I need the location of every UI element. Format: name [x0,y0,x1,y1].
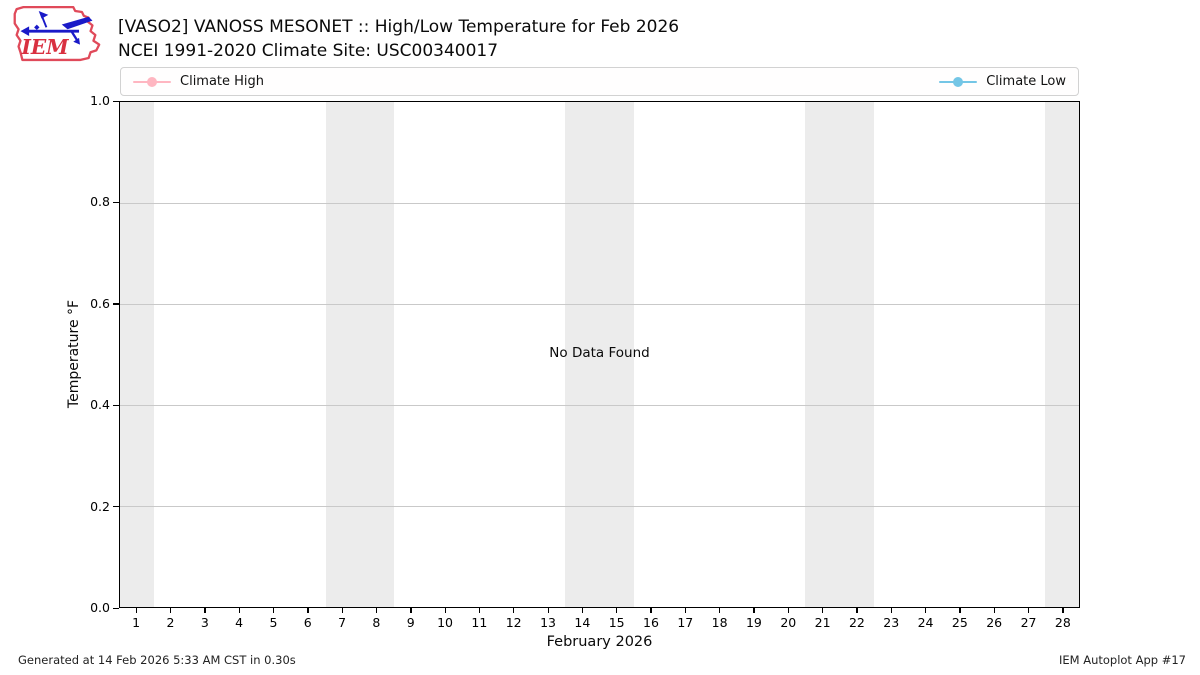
x-tick-mark [169,608,172,613]
autoplot-app-credit: IEM Autoplot App #17 [1058,653,1186,667]
x-tick-label: 18 [711,615,728,630]
x-tick-label: 8 [372,615,381,630]
weekend-band [325,102,394,607]
x-tick-mark [375,608,378,613]
x-tick-mark [238,608,240,613]
x-tick-mark [1062,608,1064,613]
x-tick-label: 28 [1054,615,1071,630]
x-tick-mark [581,608,584,613]
x-tick-label: 12 [505,615,522,630]
x-tick-mark [787,608,790,613]
weekend-band [805,102,874,607]
y-tick-mark [113,607,119,609]
x-tick-mark [719,608,721,613]
x-tick-label: 27 [1020,615,1037,630]
x-tick-label: 10 [437,615,453,630]
x-tick-label: 24 [917,615,934,630]
y-tick-mark [113,404,119,406]
iowa-outline-icon: IEM [13,6,101,62]
plot-area: No Data Found [119,101,1080,608]
legend-label-climate-high: Climate High [180,74,265,89]
x-tick-mark [204,608,206,613]
x-axis-label: February 2026 [546,634,653,650]
y-gridline [120,506,1079,507]
chart-title-block: [VASO2] VANOSS MESONET :: High/Low Tempe… [118,15,679,63]
x-tick-label: 21 [814,615,831,630]
y-tick-label: 0.0 [90,600,110,615]
x-tick-label: 4 [235,615,244,630]
y-gridline [120,203,1079,204]
x-tick-mark [410,608,412,613]
x-tick-label: 19 [745,615,762,630]
x-tick-label: 5 [269,615,278,630]
y-tick-label: 0.2 [90,498,110,514]
x-tick-mark [993,608,995,613]
x-tick-label: 9 [406,615,415,630]
y-axis-label: Temperature °F [66,299,82,409]
weekend-band [565,102,634,607]
legend-label-climate-low: Climate Low [986,74,1066,89]
x-tick-label: 6 [303,615,312,630]
legend: Climate High Climate Low [120,67,1079,96]
weekend-band [1044,102,1079,607]
y-tick-mark [113,303,119,305]
y-tick-label: 1.0 [90,93,110,108]
x-tick-label: 22 [848,615,865,630]
x-tick-mark [135,608,137,613]
x-tick-label: 16 [643,615,659,630]
x-tick-mark [753,608,755,613]
y-gridline [120,405,1079,406]
x-tick-label: 11 [471,615,488,630]
chart-subtitle: NCEI 1991-2020 Climate Site: USC00340017 [118,41,499,61]
iem-logo-text: IEM [20,35,69,59]
climate-low-line-marker-icon [939,75,978,89]
x-tick-mark [1028,608,1030,613]
x-tick-mark [650,608,652,613]
generated-timestamp: Generated at 14 Feb 2026 5:33 AM CST in … [18,653,296,667]
x-tick-label: 26 [986,615,1003,630]
x-tick-label: 3 [200,615,209,630]
x-tick-mark [547,608,549,613]
weather-vane-icon [20,11,93,45]
y-tick-label: 0.6 [90,295,110,311]
x-tick-mark [822,608,824,613]
no-data-message: No Data Found [549,344,650,361]
x-tick-mark [856,608,858,613]
iem-logo: IEM [8,3,104,67]
chart-title: [VASO2] VANOSS MESONET :: High/Low Tempe… [118,17,680,37]
legend-item-climate-high: Climate High [133,74,264,89]
x-tick-mark [307,608,309,613]
x-tick-label: 13 [540,615,556,630]
y-tick-mark [113,506,119,508]
x-tick-mark [272,608,275,613]
x-tick-mark [616,608,618,613]
legend-item-climate-low: Climate Low [939,74,1066,89]
weekend-band [120,102,155,607]
y-tick-mark [113,201,119,204]
x-tick-label: 20 [780,615,797,630]
x-tick-label: 14 [574,615,591,630]
x-tick-label: 17 [677,615,694,630]
x-tick-mark [925,608,927,613]
x-tick-mark [341,608,343,613]
x-tick-mark [684,608,687,613]
x-tick-mark [513,608,515,613]
y-tick-label: 0.8 [90,194,110,210]
x-tick-mark [444,608,446,613]
y-tick-mark [113,100,119,102]
y-gridline [120,304,1079,305]
x-tick-label: 7 [338,615,347,630]
x-tick-mark [478,608,481,613]
x-tick-label: 15 [608,615,625,630]
x-tick-mark [959,608,961,613]
x-tick-label: 23 [883,615,900,630]
x-tick-label: 2 [166,615,175,630]
x-tick-label: 1 [132,615,141,630]
climate-high-line-marker-icon [133,75,171,89]
x-tick-label: 25 [951,615,968,630]
x-tick-mark [890,608,893,613]
y-tick-label: 0.4 [90,397,110,413]
